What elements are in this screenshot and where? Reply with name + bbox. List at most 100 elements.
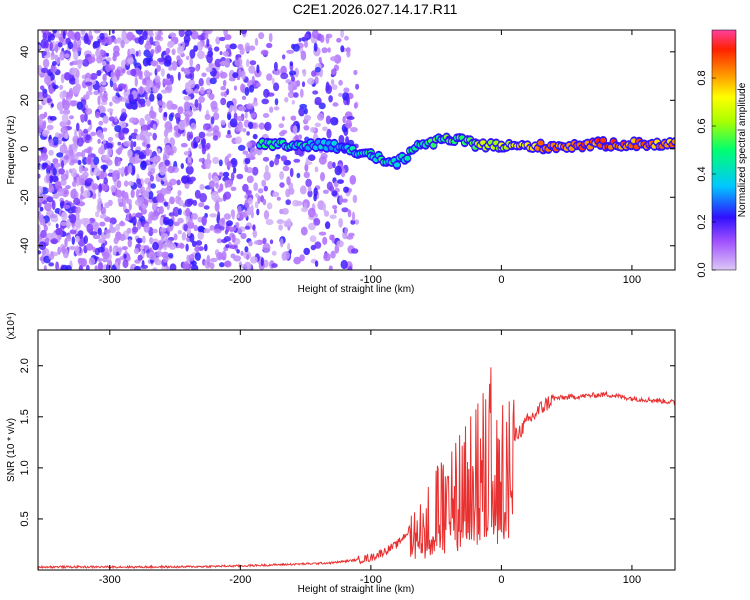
spectrogram-cell	[146, 144, 151, 149]
spectrogram-cell	[140, 264, 149, 269]
spectrogram-cell	[244, 157, 251, 165]
spectrogram-cell	[189, 176, 196, 182]
spectrogram-cell	[286, 176, 291, 186]
spectrogram-cell	[225, 44, 231, 50]
spectrogram-cell	[84, 112, 88, 122]
spectrogram-cell	[55, 180, 62, 190]
spectrogram-cell	[124, 166, 128, 177]
spectrogram-cell	[299, 185, 307, 195]
spectrogram-cell	[102, 251, 110, 259]
spectrogram-cell	[77, 159, 82, 166]
spectrogram-cell	[271, 250, 277, 256]
spectrogram-cell	[140, 160, 147, 171]
spectrogram-cell	[132, 216, 137, 226]
spectrogram-cell	[78, 164, 84, 174]
spectrogram-cell	[100, 133, 105, 140]
y-tick-label: -20	[19, 189, 31, 205]
spectrogram-cell	[192, 199, 198, 206]
spectrogram-cell	[304, 114, 311, 122]
spectrogram-cell	[85, 134, 91, 141]
spectrogram-cell	[242, 183, 249, 192]
spectrogram-cell	[225, 244, 230, 249]
spectrogram-cell	[53, 162, 62, 168]
spectrogram-cell	[86, 223, 94, 234]
spectrogram-cell	[209, 213, 217, 218]
spectrogram-cell	[219, 51, 223, 56]
spectrogram-cell	[46, 164, 51, 171]
spectrogram-cell	[38, 92, 44, 100]
spectrogram-cell	[252, 166, 259, 176]
spectrogram-cell	[121, 68, 126, 74]
spectrogram-cell	[341, 198, 348, 203]
spectrogram-cell	[238, 261, 242, 268]
spectrogram-cell	[252, 229, 258, 238]
spectrogram-cell	[177, 71, 181, 81]
spectrogram-cell	[96, 70, 102, 77]
spectrogram-cell	[185, 113, 190, 122]
spectrogram-cell	[99, 214, 107, 219]
spectrogram-cell	[300, 50, 307, 61]
spectrogram-cell	[103, 143, 108, 151]
spectrogram-cell	[240, 232, 247, 240]
spectrogram-cell	[254, 69, 262, 78]
spectrogram-cell	[241, 70, 246, 80]
spectrogram-cell	[93, 156, 100, 165]
spectrogram-cell	[50, 232, 58, 241]
spectrogram-cell	[87, 119, 92, 126]
spectrogram-cell	[99, 32, 105, 40]
spectrogram-cell	[186, 55, 190, 61]
spectrogram-cell	[291, 75, 295, 82]
y-tick-label: 1.0	[19, 460, 31, 475]
spectrogram-cell	[266, 202, 273, 210]
spectrogram-cell	[63, 154, 69, 160]
spectrogram-cell	[254, 37, 259, 46]
spectrogram-cell	[189, 57, 193, 68]
spectrogram-cell	[298, 107, 305, 117]
spectrogram-cell	[247, 197, 253, 205]
spectrogram-cell	[205, 66, 213, 73]
spectrogram-cell	[60, 73, 65, 84]
spectrogram-cell	[97, 227, 102, 236]
spectrogram-cell	[201, 72, 207, 78]
spectrogram-cell	[345, 119, 352, 129]
spectrogram-cell	[190, 30, 199, 40]
spectrogram-cell	[229, 226, 237, 232]
spectrogram-cell	[280, 72, 289, 80]
spectrogram-cell	[185, 165, 194, 175]
spectrogram-cell	[41, 121, 46, 130]
spectrogram-cell	[212, 112, 220, 121]
spectrogram-cell	[101, 94, 108, 103]
spectrogram-cell	[258, 32, 265, 40]
spectrogram-cell	[128, 164, 133, 174]
spectrogram-cell	[169, 263, 177, 270]
spectrogram-cell	[189, 233, 195, 243]
spectrogram-cell	[197, 34, 205, 41]
spectrogram-cell	[327, 161, 334, 170]
spectrogram-cell	[111, 30, 115, 34]
spectrogram-cell	[100, 106, 106, 114]
spectrogram-cell	[331, 190, 338, 197]
spectrogram-cell	[95, 211, 100, 218]
spectrogram-cell	[41, 248, 50, 258]
snr-plot-background	[38, 330, 675, 570]
colorbar-ticks: 0.0 0.2 0.4 0.6 0.8	[696, 70, 716, 278]
spectrogram-cell	[304, 161, 313, 166]
spectrogram-cell	[304, 40, 308, 48]
spectrogram-cell	[55, 223, 59, 229]
spectrogram-cell	[40, 152, 49, 161]
spectrogram-cell	[189, 131, 193, 140]
spectrogram-cell	[189, 49, 196, 59]
spectrogram-cell	[136, 220, 142, 230]
spectrogram-cell	[55, 132, 59, 138]
spectrogram-cell	[82, 167, 89, 172]
spectrogram-cell	[233, 104, 237, 113]
spectrogram-cell	[69, 214, 77, 224]
spectrogram-cell	[163, 78, 171, 86]
spectrogram-cell	[70, 159, 78, 164]
spectrogram-cell	[173, 233, 178, 241]
spectrogram-cell	[73, 87, 80, 95]
spectrogram-cell	[261, 179, 267, 187]
spectrogram-cell	[143, 49, 151, 57]
spectrogram-cell	[314, 66, 321, 73]
spectrogram-cell	[235, 222, 240, 229]
